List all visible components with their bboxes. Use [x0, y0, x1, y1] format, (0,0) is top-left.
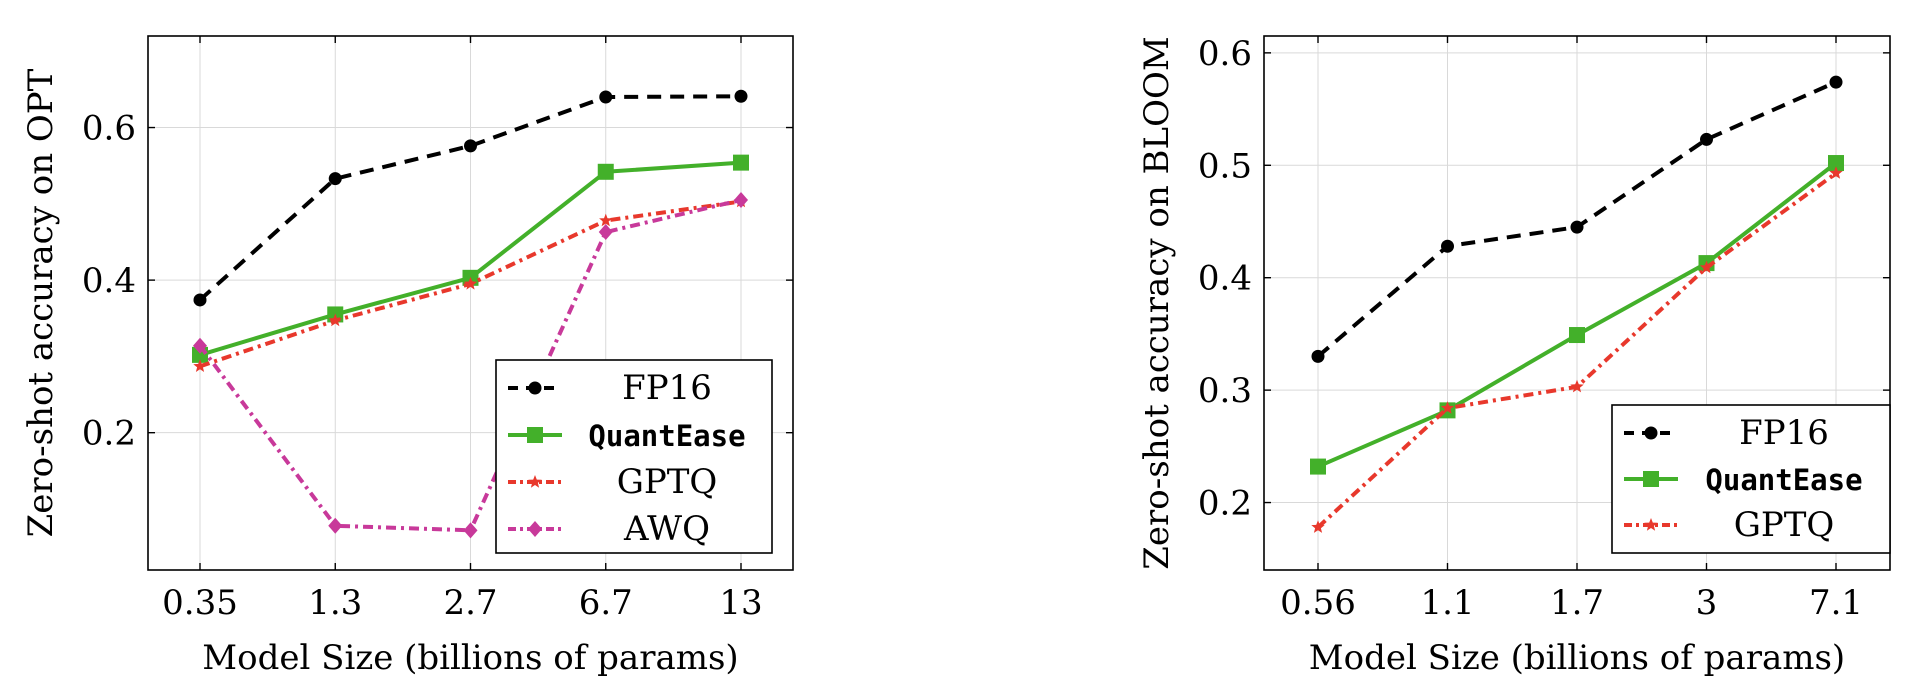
x-tick-label: 2.7: [443, 583, 497, 623]
series-fp16: [1311, 75, 1843, 363]
data-point: [1311, 349, 1325, 363]
data-point: [1829, 166, 1843, 179]
x-tick-label: 0.35: [162, 583, 238, 623]
series-fp16: [193, 89, 748, 307]
data-point: [464, 139, 477, 153]
x-tick-label: 6.7: [579, 583, 633, 623]
data-point: [734, 89, 748, 103]
y-tick-label: 0.6: [1198, 34, 1252, 74]
data-point: [1310, 458, 1326, 475]
x-tick-label: 0.56: [1280, 583, 1356, 623]
series-awq: [193, 192, 748, 539]
data-point: [1699, 260, 1714, 274]
legend-label: FP16: [1739, 413, 1829, 453]
y-tick-label: 0.6: [82, 109, 136, 149]
y-axis-label: Zero-shot accuracy on BLOOM: [1137, 36, 1177, 569]
data-point: [193, 293, 207, 307]
x-axis-label: Model Size (billions of params): [1309, 638, 1845, 678]
legend: FP16 QuantEase GPTQ: [1611, 404, 1891, 554]
legend: FP16 QuantEase GPTQ AWQ: [495, 359, 773, 554]
legend-marker: [527, 427, 543, 443]
data-point: [598, 224, 613, 241]
legend-box: [495, 359, 773, 554]
x-tick-label: 1.7: [1550, 583, 1604, 623]
data-point: [193, 337, 207, 354]
y-tick-label: 0.2: [82, 414, 136, 454]
data-point: [1440, 401, 1455, 414]
data-point: [193, 359, 207, 372]
data-point: [1569, 327, 1585, 344]
data-point: [463, 522, 478, 539]
legend-marker: [1644, 426, 1658, 440]
x-tick-label: 1.3: [308, 583, 362, 623]
chart-panel-2: 0.56 1.1 1.7 3 7.1 0.2 0.3 0.4 0.5 0.6 Model Size …: [1137, 34, 1891, 678]
legend-label: GPTQ: [617, 462, 718, 502]
legend-label: GPTQ: [1734, 505, 1835, 545]
series-gptq: [1311, 166, 1843, 533]
data-point: [1311, 520, 1325, 533]
chart-panel-1: 0.35 1.3 2.7 6.7 13 0.2 0.4 0.6 Model Size (bill…: [21, 35, 794, 678]
data-point: [1570, 379, 1584, 393]
y-tick-label: 0.4: [1198, 259, 1252, 299]
legend-label: FP16: [622, 368, 712, 408]
data-point: [1441, 239, 1454, 253]
data-point: [599, 90, 613, 104]
y-tick-label: 0.2: [1198, 484, 1252, 524]
data-point: [1570, 220, 1584, 234]
legend-label: QuantEase: [588, 419, 745, 453]
data-point: [1829, 75, 1843, 89]
series-line: [198, 94, 742, 302]
x-tick-label: 1.1: [1420, 583, 1474, 623]
data-point: [733, 154, 749, 171]
data-point: [328, 172, 342, 186]
data-point: [599, 213, 613, 227]
data-point: [463, 276, 478, 290]
data-point: [1700, 132, 1713, 146]
y-axis-label: Zero-shot accuracy on OPT: [21, 68, 61, 537]
data-point: [1828, 155, 1844, 172]
legend-marker: [1644, 518, 1658, 531]
data-point: [328, 313, 342, 327]
legend-label: AWQ: [623, 509, 710, 549]
legend-marker: [528, 475, 542, 488]
x-axis-label: Model Size (billions of params): [202, 638, 738, 678]
legend-marker: [528, 521, 542, 537]
legend-label: QuantEase: [1705, 463, 1862, 497]
data-point: [734, 192, 748, 209]
data-point: [328, 517, 343, 534]
y-tick-label: 0.5: [1198, 146, 1252, 186]
x-tick-label: 7.1: [1809, 583, 1863, 623]
y-tick-label: 0.4: [82, 261, 136, 301]
data-point: [597, 163, 614, 180]
x-tick-label: 3: [1696, 583, 1718, 623]
legend-marker: [1643, 471, 1659, 487]
legend-marker: [528, 381, 542, 395]
x-tick-label: 13: [719, 583, 762, 623]
y-tick-label: 0.3: [1198, 371, 1252, 411]
